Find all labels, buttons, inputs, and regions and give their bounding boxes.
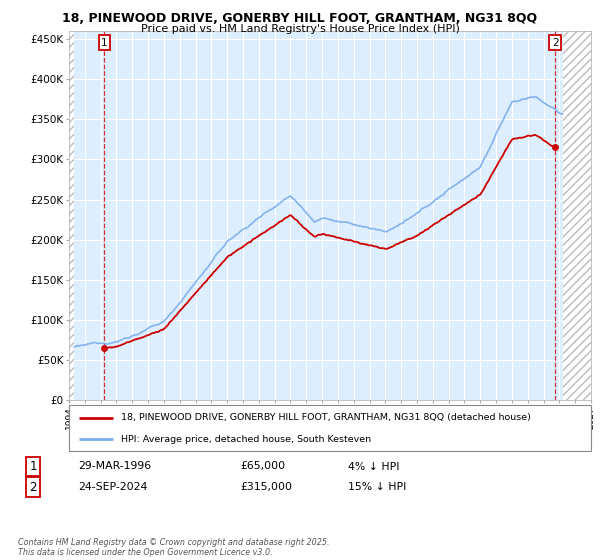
FancyBboxPatch shape	[69, 405, 591, 451]
Text: 4% ↓ HPI: 4% ↓ HPI	[348, 461, 400, 472]
Text: HPI: Average price, detached house, South Kesteven: HPI: Average price, detached house, Sout…	[121, 435, 371, 444]
Text: 15% ↓ HPI: 15% ↓ HPI	[348, 482, 406, 492]
Text: £315,000: £315,000	[240, 482, 292, 492]
Bar	[69, 31, 74, 400]
Text: 1: 1	[29, 460, 37, 473]
Text: 24-SEP-2024: 24-SEP-2024	[78, 482, 148, 492]
Text: 2: 2	[29, 480, 37, 494]
Text: Contains HM Land Registry data © Crown copyright and database right 2025.
This d: Contains HM Land Registry data © Crown c…	[18, 538, 329, 557]
Text: 1: 1	[101, 38, 108, 48]
Text: Price paid vs. HM Land Registry's House Price Index (HPI): Price paid vs. HM Land Registry's House …	[140, 24, 460, 34]
Text: 18, PINEWOOD DRIVE, GONERBY HILL FOOT, GRANTHAM, NG31 8QQ (detached house): 18, PINEWOOD DRIVE, GONERBY HILL FOOT, G…	[121, 413, 531, 422]
Text: 18, PINEWOOD DRIVE, GONERBY HILL FOOT, GRANTHAM, NG31 8QQ: 18, PINEWOOD DRIVE, GONERBY HILL FOOT, G…	[62, 12, 538, 25]
Bar	[563, 31, 591, 400]
Text: £65,000: £65,000	[240, 461, 285, 472]
Text: 2: 2	[552, 38, 559, 48]
Text: 29-MAR-1996: 29-MAR-1996	[78, 461, 151, 472]
